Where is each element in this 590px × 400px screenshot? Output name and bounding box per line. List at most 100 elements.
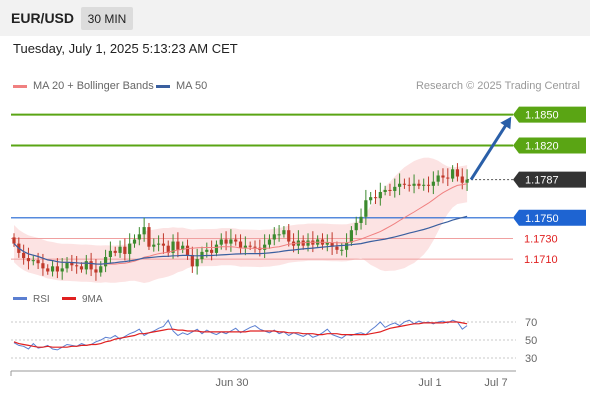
candle-body [383,189,387,192]
candle-body [171,241,175,253]
candle-body [50,266,55,272]
rsi-swatch [13,297,27,300]
candle-body [426,184,431,186]
ma9-legend-label: 9MA [82,294,103,305]
candle-body [210,249,214,253]
candle-body [373,197,378,199]
candle-body [26,258,31,262]
rsi-tick-label: 50 [525,335,537,347]
level-label: 1.1750 [525,213,559,225]
candle-body [118,246,122,253]
level-label-tag [513,106,586,123]
candle-body [441,175,445,178]
bollinger-band [14,157,468,283]
candle-body [234,239,238,242]
candle-body [330,242,334,247]
candle-body [89,261,93,270]
candle-body [282,230,286,235]
projection-arrow-shaft [469,120,510,181]
candle-body [185,245,190,255]
candle-body [388,189,392,191]
candle-body [417,183,421,186]
candle-body [79,266,84,270]
candle-body [243,245,247,248]
candle-body [267,239,272,245]
ma9-swatch [62,297,76,300]
level-label-tag [513,171,586,188]
candle-body [123,246,127,254]
candle-body [166,245,170,253]
copyright-credit: Research © 2025 Trading Central [415,80,580,92]
levels-layer [11,113,513,260]
candle-body [248,245,252,247]
candle-body [157,243,161,245]
timeframe-button[interactable]: 30 MIN [81,7,133,30]
candle-body [181,245,185,250]
candle-body [161,243,166,246]
candle-body [287,230,291,242]
candle-body [152,244,156,247]
rsi-tick-label: 30 [525,353,537,365]
instrument-symbol: EUR/USD [11,10,75,26]
candle-body [190,254,194,267]
candle-body [214,244,219,253]
bollinger-band-layer [14,157,468,283]
candle-body [70,262,74,266]
candle-body [277,234,281,236]
candle-body [354,222,358,231]
legend-ma50-label: MA 50 [176,80,208,92]
candle-body [22,252,26,259]
candle-body [344,242,349,250]
candle-body [75,265,79,267]
candle-body [349,230,353,243]
candle-body [272,234,276,240]
legend-ma50: MA 50 [156,80,207,92]
candle-body [113,250,117,253]
candle-body [219,239,223,245]
candle-body [369,197,373,201]
top-toolbar: EUR/USD 30 MIN [0,0,590,36]
candle-body [451,169,455,179]
candle-body [31,260,35,262]
moving-average-layer [13,183,468,265]
candle-body [46,268,50,272]
candle-body [446,177,450,179]
candle-body [147,227,151,247]
candle-body [103,257,108,267]
candle-body [407,184,411,186]
candle-body [335,246,339,250]
x-tick-label: Jul 7 [484,377,507,389]
candle-body [224,239,228,244]
rsi-panel: RSI 9MA 70 50 30 [11,294,537,365]
rsi-tick-label: 70 [525,317,537,329]
candle-body [460,176,464,183]
level-label: 1.1820 [525,141,559,153]
candle-body [142,227,146,235]
candle-body [195,259,199,267]
candle-body [436,175,440,182]
level-label: 1.1710 [524,254,558,266]
level-label-tag [513,137,586,154]
candle-body [36,260,40,264]
candle-body [412,183,416,186]
candle-body [60,268,64,272]
level-labels-layer: 1.1850 1.1820 1.1787 1.1750 1.1730 1.1710 [513,106,586,266]
legend-ma20: MA 20 + Bollinger Bands [13,80,154,92]
candle-body [422,184,426,186]
candle-body [108,250,112,258]
candle-body [455,169,460,177]
candle-body [84,261,88,270]
candle-body [364,200,368,217]
x-tick-label: Jul 1 [418,377,441,389]
candle-body [65,262,69,269]
candle-body [12,237,16,244]
candle-body [398,183,402,187]
candle-body [41,263,45,269]
level-label: 1.1850 [525,110,559,122]
candle-body [94,269,98,273]
candle-body [306,240,310,246]
ma50-swatch [156,84,170,88]
candle-body [378,192,382,199]
candle-body [137,234,141,240]
